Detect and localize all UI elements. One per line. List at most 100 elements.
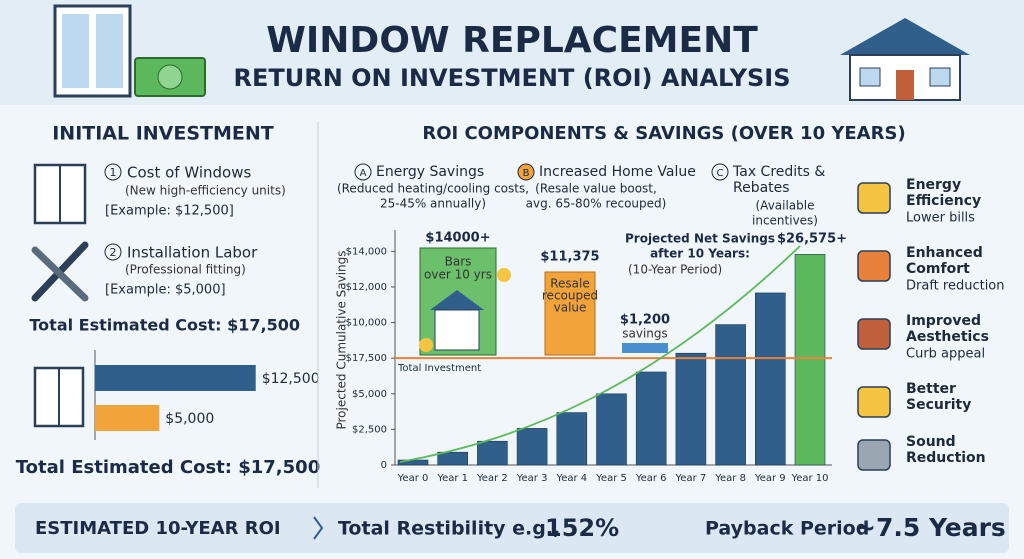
letter-circle	[711, 163, 729, 181]
bar	[95, 405, 160, 431]
item-number: 2	[110, 246, 117, 259]
trend-curve	[399, 245, 801, 463]
component-letter: A	[360, 168, 367, 179]
component-note: 25-45% annually)	[380, 197, 486, 211]
net-savings-label: after 10 Years:	[650, 247, 750, 261]
benefit-title: Security	[906, 397, 971, 413]
bar	[596, 393, 627, 466]
total-cost: Total Estimated Cost: $17,500	[16, 457, 320, 478]
subtitle: RETURN ON INVESTMENT (ROI) ANALYSIS	[233, 64, 790, 92]
total-cost: Total Estimated Cost: $17,500	[29, 316, 300, 335]
footer-value: ~7.5 Years	[855, 513, 1006, 542]
component-label: Rebates	[733, 180, 790, 196]
bar	[675, 352, 707, 466]
net-savings-period: (10-Year Period)	[628, 263, 722, 277]
y-tick-label: $2,500	[352, 424, 387, 435]
x-tick-label: Year 5	[595, 473, 627, 484]
callout-text: over 10 yrs	[424, 268, 492, 282]
component-note: (Available	[756, 199, 815, 213]
component-letter: C	[717, 168, 724, 179]
x-tick-label: Year 3	[516, 473, 548, 484]
letter-circle	[354, 163, 372, 181]
bar	[437, 451, 469, 466]
bar	[715, 324, 746, 466]
benefit-note: Curb appeal	[906, 347, 985, 362]
callout-box	[622, 343, 668, 353]
bar	[95, 365, 256, 391]
chevron	[313, 516, 324, 540]
benefit-icon	[857, 386, 891, 418]
benefit-title: Energy	[906, 177, 961, 193]
benefit-note: Draft reduction	[906, 279, 1005, 294]
house-icon	[840, 18, 970, 101]
component-label: Increased Home Value	[539, 164, 696, 180]
benefit-title: Efficiency	[906, 193, 981, 209]
benefit-title: Reduction	[906, 450, 986, 466]
x-tick-label: Year 4	[555, 473, 587, 484]
house-mini-icon	[419, 268, 511, 352]
benefit-title: Improved	[906, 313, 981, 329]
bar	[477, 440, 508, 466]
bar	[516, 428, 548, 466]
component-label: Energy Savings	[376, 164, 484, 180]
x-tick-label: Year 2	[476, 473, 508, 484]
y-tick-label: $5,000	[352, 389, 387, 400]
footer-band	[15, 503, 1009, 553]
callout-text: Resale	[550, 277, 590, 291]
letter-circle	[517, 163, 535, 181]
component-note: (Resale value boost,	[535, 182, 657, 196]
callout-value: $11,375	[540, 250, 599, 265]
x-tick-label: Year 7	[675, 473, 707, 484]
component-letter: B	[523, 168, 530, 179]
y-tick-label: $17,500	[346, 353, 387, 364]
item-label: Cost of Windows	[127, 164, 251, 182]
benefit-title: Aesthetics	[906, 329, 989, 345]
net-savings-value: $26,575+	[777, 232, 847, 247]
value-label: $5,000	[165, 411, 214, 427]
value-label: $12,500	[262, 371, 320, 387]
x-tick-label: Year 6	[635, 473, 667, 484]
callout-text: savings	[622, 327, 668, 341]
callout-text: Bars	[445, 255, 472, 269]
footer-value: 152%	[545, 514, 619, 542]
item-example: [Example: $5,000]	[105, 283, 226, 298]
benefit-icon	[857, 318, 891, 350]
footer-label: Payback Period	[705, 518, 869, 540]
benefit-icon	[857, 182, 891, 214]
benefit-icon	[857, 250, 891, 282]
section-heading: ROI COMPONENTS & SAVINGS (OVER 10 YEARS)	[422, 123, 905, 144]
benefit-note: Lower bills	[906, 211, 975, 226]
section-heading: INITIAL INVESTMENT	[52, 123, 274, 145]
y-tick-label: $14,000	[346, 246, 387, 257]
x-tick-label: Year 1	[436, 473, 468, 484]
component-note: avg. 65-80% recouped)	[526, 197, 667, 211]
y-axis-label: Projected Cumulative Savings	[335, 250, 349, 429]
window-small-icon	[33, 366, 85, 428]
y-tick-label: $10,000	[346, 318, 387, 329]
x-tick-label: Year 8	[714, 473, 746, 484]
x-tick-label: Year 10	[790, 473, 828, 484]
callout-text: value	[554, 301, 587, 315]
callout-value: $14000+	[425, 231, 490, 246]
callout-box	[544, 271, 596, 356]
benefit-title: Comfort	[906, 261, 970, 277]
item-label: Installation Labor	[127, 244, 258, 262]
y-tick-label: 0	[381, 460, 387, 471]
y-tick-label: $12,000	[346, 282, 387, 293]
benefit-title: Sound	[906, 434, 956, 450]
number-circle	[104, 243, 122, 261]
callout-value: $1,200	[620, 313, 670, 328]
bar	[556, 412, 588, 466]
money-icon	[134, 57, 206, 97]
item-note: (Professional fitting)	[125, 263, 246, 277]
window-icon	[53, 4, 132, 98]
x-tick-label: Year 0	[397, 473, 429, 484]
component-note: (Reduced heating/cooling costs,	[337, 182, 529, 196]
title: WINDOW REPLACEMENT	[266, 20, 758, 61]
x-tick-label: Year 9	[754, 473, 786, 484]
benefit-title: Enhanced	[906, 245, 983, 261]
reference-label: Total Investment	[397, 363, 481, 374]
tools-icon	[31, 241, 89, 302]
item-number: 1	[110, 166, 117, 179]
